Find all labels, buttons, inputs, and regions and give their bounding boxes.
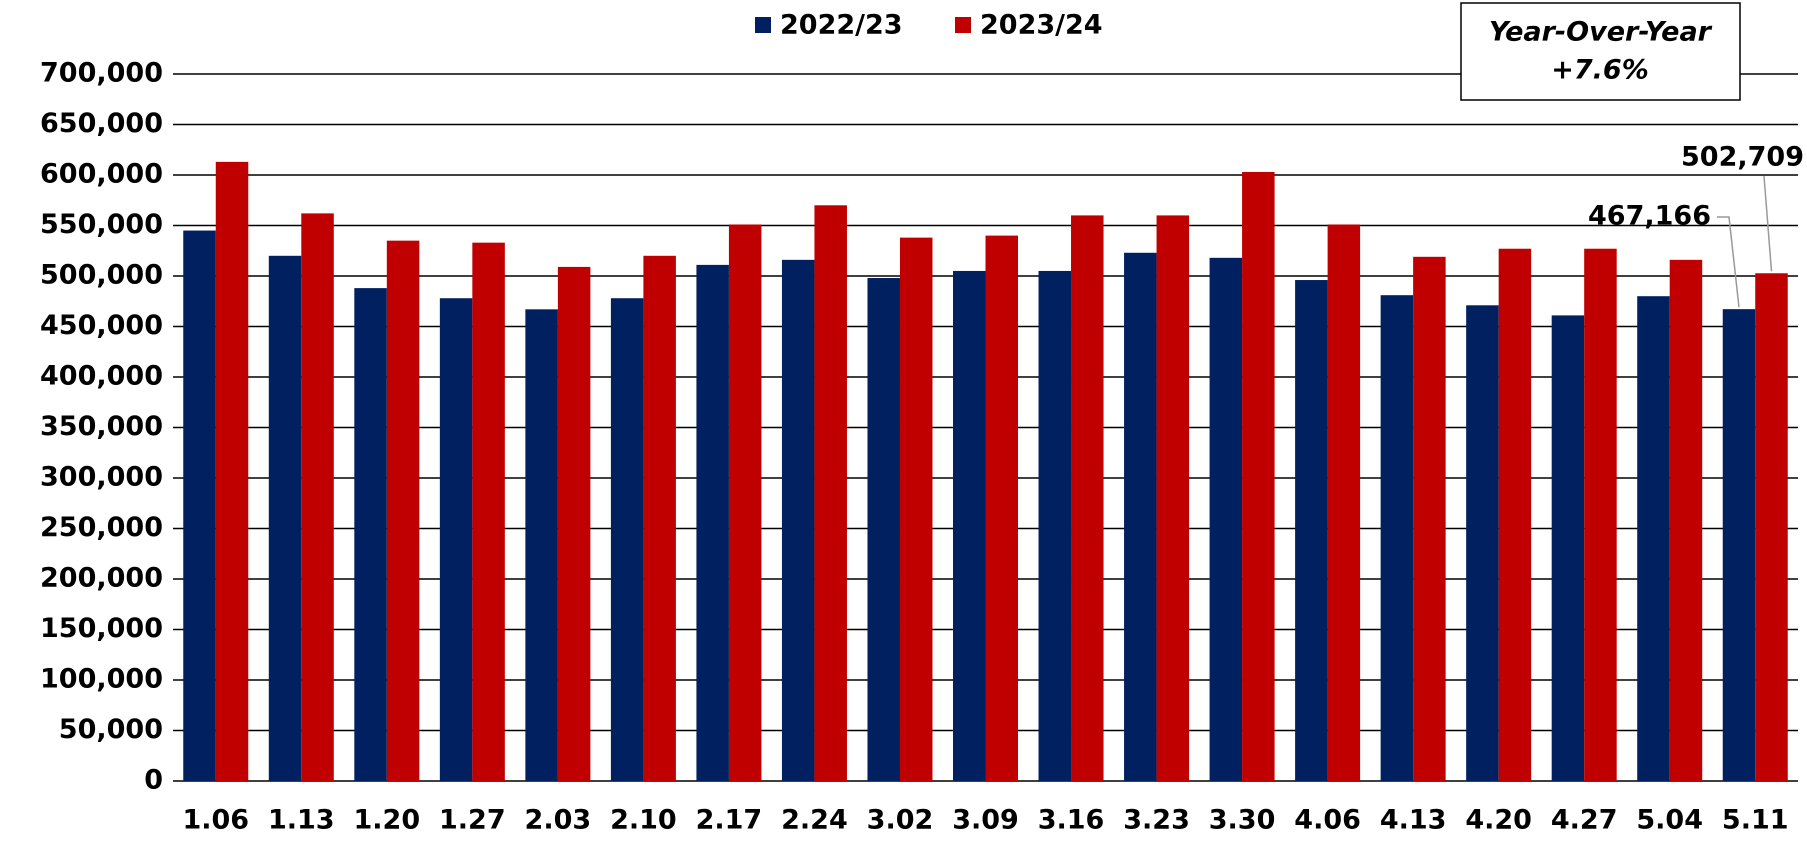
annotation-line: +7.6% (1551, 55, 1649, 86)
bar (472, 242, 505, 782)
x-tick-label: 3.09 (952, 805, 1019, 836)
x-tick-label: 2.03 (525, 805, 592, 836)
x-tick-label: 1.20 (354, 805, 421, 836)
x-tick-label: 4.06 (1294, 805, 1361, 836)
bar (814, 205, 847, 782)
data-label: 502,709 (1681, 142, 1804, 173)
bar (1755, 273, 1788, 781)
x-tick-label: 2.24 (781, 805, 848, 836)
legend-label: 2022/23 (780, 10, 903, 41)
y-tick-label: 300,000 (40, 462, 163, 493)
bar (301, 213, 334, 781)
y-tick-label: 450,000 (40, 310, 163, 341)
y-tick-label: 400,000 (40, 361, 163, 392)
y-tick-label: 0 (144, 765, 163, 796)
y-tick-label: 700,000 (40, 58, 163, 89)
bar (1071, 215, 1104, 781)
data-label: 467,166 (1588, 201, 1711, 232)
bar (1722, 309, 1756, 781)
bar (557, 266, 591, 781)
y-tick-label: 650,000 (40, 108, 163, 139)
bar (525, 309, 558, 781)
y-tick-label: 350,000 (40, 411, 163, 442)
bar (985, 235, 1018, 782)
bar (1584, 248, 1617, 782)
bar (1156, 215, 1190, 781)
x-tick-label: 4.27 (1551, 805, 1618, 836)
x-tick-label: 1.13 (268, 805, 335, 836)
legend-swatch (755, 17, 771, 33)
y-tick-label: 150,000 (40, 613, 163, 644)
bar (1038, 270, 1072, 781)
bar (1327, 224, 1361, 782)
annotation-box (1460, 2, 1741, 101)
bar (899, 237, 933, 781)
annotation-line: Year-Over-Year (1489, 17, 1713, 48)
bar (1209, 257, 1243, 781)
bar (1637, 296, 1670, 781)
legend-label: 2023/24 (980, 10, 1103, 41)
legend-swatch (955, 17, 971, 33)
x-tick-label: 4.20 (1465, 805, 1532, 836)
x-tick-label: 3.23 (1123, 805, 1190, 836)
y-tick-label: 500,000 (40, 260, 163, 291)
bar (1551, 315, 1585, 781)
x-tick-label: 5.11 (1722, 805, 1789, 836)
bar (354, 288, 387, 781)
x-tick-label: 3.16 (1038, 805, 1105, 836)
leader-line (1717, 216, 1740, 308)
bar (867, 278, 900, 781)
bar (1124, 252, 1157, 781)
leader-line (1763, 175, 1773, 272)
bar (696, 264, 729, 781)
bar (1295, 280, 1328, 781)
bar (1413, 256, 1446, 781)
bar (268, 255, 302, 782)
bar (728, 224, 762, 782)
y-tick-label: 100,000 (40, 664, 163, 695)
bar (643, 255, 676, 782)
bar (1466, 305, 1499, 781)
bar (1380, 295, 1414, 781)
y-tick-label: 250,000 (40, 512, 163, 543)
bar (953, 270, 986, 781)
plot: 0 50,000 100,000 150,000 200,000 250,000 300,0… (40, 10, 1804, 836)
x-tick-label: 3.02 (867, 805, 934, 836)
bar (183, 230, 216, 782)
x-tick-label: 2.17 (696, 805, 763, 836)
x-tick-label: 1.06 (182, 805, 249, 836)
bar (781, 259, 815, 782)
bar (386, 240, 420, 781)
x-tick-label: 4.13 (1380, 805, 1447, 836)
y-tick-label: 200,000 (40, 563, 163, 594)
bar (1242, 171, 1275, 782)
x-tick-label: 2.10 (610, 805, 677, 836)
x-tick-label: 3.30 (1209, 805, 1276, 836)
bar (215, 161, 249, 781)
bar (439, 298, 473, 781)
bar (1669, 259, 1703, 782)
y-tick-label: 50,000 (59, 714, 163, 745)
bar (1498, 248, 1532, 782)
x-tick-label: 5.04 (1636, 805, 1703, 836)
y-tick-label: 600,000 (40, 159, 163, 190)
bar (610, 298, 644, 781)
y-tick-label: 550,000 (40, 209, 163, 240)
x-tick-label: 1.27 (439, 805, 506, 836)
